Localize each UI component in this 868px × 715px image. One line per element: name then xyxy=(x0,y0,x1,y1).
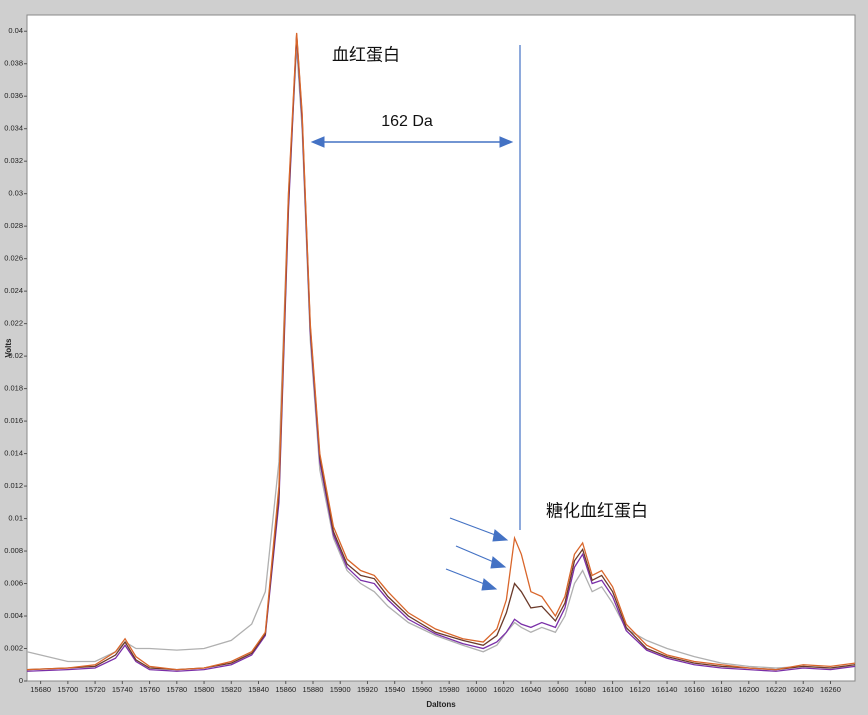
arrow-head xyxy=(310,136,325,148)
x-tick-label: 15880 xyxy=(303,685,324,694)
x-tick-label: 15920 xyxy=(357,685,378,694)
x-tick-label: 15960 xyxy=(412,685,433,694)
x-tick-label: 16100 xyxy=(602,685,623,694)
x-tick-label: 15820 xyxy=(221,685,242,694)
x-tick-label: 16200 xyxy=(738,685,759,694)
y-tick-label: 0.01 xyxy=(8,514,23,523)
y-tick-label: 0.034 xyxy=(4,124,23,133)
annotation: 162 Da xyxy=(381,113,433,130)
x-tick-label: 15900 xyxy=(330,685,351,694)
x-tick-label: 15720 xyxy=(85,685,106,694)
y-tick-label: 0.02 xyxy=(8,351,23,360)
y-tick-label: 0.036 xyxy=(4,91,23,100)
y-tick-label: 0.018 xyxy=(4,384,23,393)
x-tick-label: 16240 xyxy=(793,685,814,694)
x-tick-label: 15780 xyxy=(166,685,187,694)
pointer-arrow xyxy=(445,568,488,586)
series-line xyxy=(26,32,856,671)
y-tick-label: 0.026 xyxy=(4,254,23,263)
x-tick-label: 15840 xyxy=(248,685,269,694)
arrows xyxy=(310,45,521,591)
x-tick-label: 15940 xyxy=(384,685,405,694)
x-tick-label: 16120 xyxy=(629,685,650,694)
x-tick-label: 16080 xyxy=(575,685,596,694)
x-tick-label: 15980 xyxy=(439,685,460,694)
arrow-head xyxy=(490,556,507,569)
y-tick-label: 0.024 xyxy=(4,286,23,295)
annotation: 糖化血红蛋白 xyxy=(546,502,648,522)
series-line xyxy=(26,47,856,669)
x-tick-label: 16140 xyxy=(657,685,678,694)
arrow-head xyxy=(481,578,498,591)
y-tick-label: 0.014 xyxy=(4,449,23,458)
x-tick-label: 15700 xyxy=(57,685,78,694)
y-tick-label: 0.038 xyxy=(4,59,23,68)
x-tick-label: 16160 xyxy=(684,685,705,694)
y-tick-label: 0.016 xyxy=(4,416,23,425)
arrow-head xyxy=(492,529,509,542)
y-tick-label: 0.002 xyxy=(4,643,23,652)
x-axis-label: Daltons xyxy=(426,700,456,709)
y-tick-label: 0.028 xyxy=(4,221,23,230)
x-tick-label: 15800 xyxy=(194,685,215,694)
x-tick-label: 16180 xyxy=(711,685,732,694)
x-tick-label: 16040 xyxy=(520,685,541,694)
annotation: 血红蛋白 xyxy=(332,46,400,66)
marks xyxy=(26,32,856,672)
pointer-arrow xyxy=(449,517,499,537)
y-tick-label: 0.012 xyxy=(4,481,23,490)
arrow-head xyxy=(499,136,514,148)
x-tick-label: 15680 xyxy=(30,685,51,694)
x-tick-label: 15740 xyxy=(112,685,133,694)
y-axis-label: Volts xyxy=(4,338,13,358)
x-tick-label: 16060 xyxy=(548,685,569,694)
pointer-arrow xyxy=(455,545,497,564)
x-tick-label: 16220 xyxy=(766,685,787,694)
x-tick-label: 16020 xyxy=(493,685,514,694)
y-tick-label: 0.022 xyxy=(4,319,23,328)
y-tick-label: 0.03 xyxy=(8,189,23,198)
y-tick-label: 0.04 xyxy=(8,26,23,35)
y-tick-label: 0.004 xyxy=(4,611,23,620)
x-tick-label: 16000 xyxy=(466,685,487,694)
y-tick-label: 0.032 xyxy=(4,156,23,165)
x-tick-label: 15760 xyxy=(139,685,160,694)
x-tick-label: 15860 xyxy=(275,685,296,694)
y-tick-label: 0.006 xyxy=(4,579,23,588)
y-tick-label: 0 xyxy=(19,676,23,685)
x-tick-label: 16260 xyxy=(820,685,841,694)
plot-area xyxy=(26,14,856,682)
y-tick-label: 0.008 xyxy=(4,546,23,555)
series-line xyxy=(26,36,856,672)
